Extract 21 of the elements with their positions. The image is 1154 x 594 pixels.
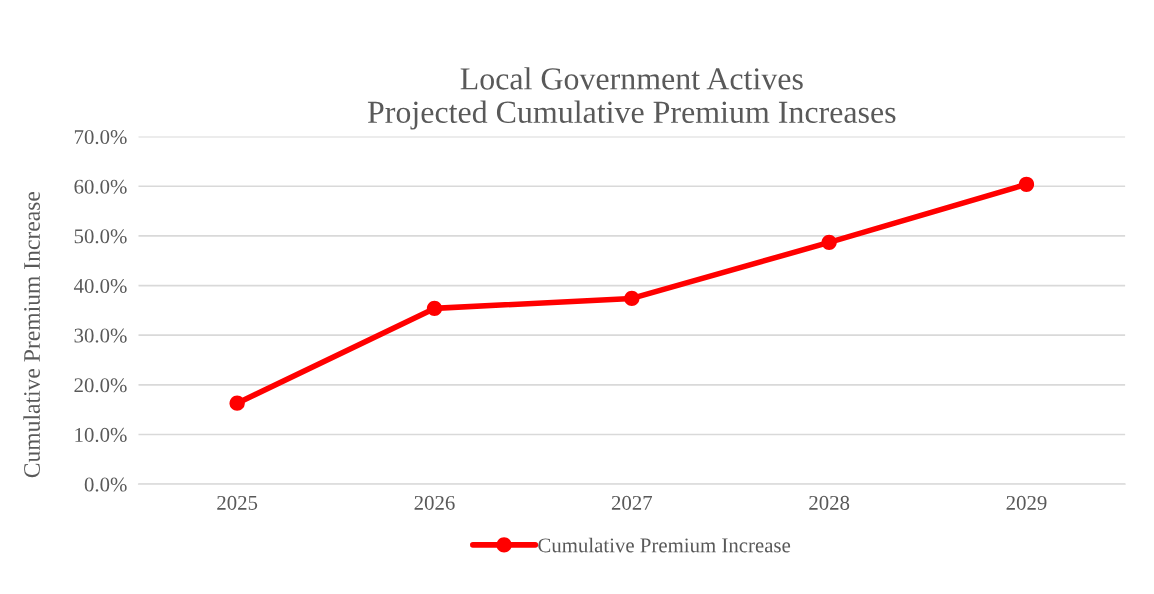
point: [1018, 176, 1035, 192]
y-tick-label: 30.0%: [74, 328, 127, 343]
y-axis-title: Cumulative Premium Increase: [23, 191, 40, 478]
x-tick-label: 2026: [414, 495, 455, 510]
y-tick-label: 60.0%: [74, 179, 127, 194]
y-tick-label: 40.0%: [73, 278, 127, 294]
point: [426, 300, 443, 317]
x-tick-label: 2027: [611, 495, 653, 510]
x-tick-label: 2029: [1006, 495, 1047, 510]
y-tick-label: 10.0%: [75, 427, 127, 442]
chart-title: Local Government Actives Projected Cumulative Premium Increases: [367, 67, 896, 130]
point: [624, 290, 640, 307]
y-tick-label: 70.0%: [74, 129, 127, 145]
point: [229, 395, 245, 411]
legend-label: Cumulative Premium Increase: [538, 537, 791, 553]
x-tick-label: 2028: [809, 495, 850, 510]
y-tick-label: 20.0%: [74, 378, 127, 393]
point: [821, 234, 837, 250]
x-tick-label: 2025: [217, 495, 258, 510]
y-tick-label: 50.0%: [74, 229, 127, 244]
y-tick-label: 0.0%: [84, 477, 127, 492]
